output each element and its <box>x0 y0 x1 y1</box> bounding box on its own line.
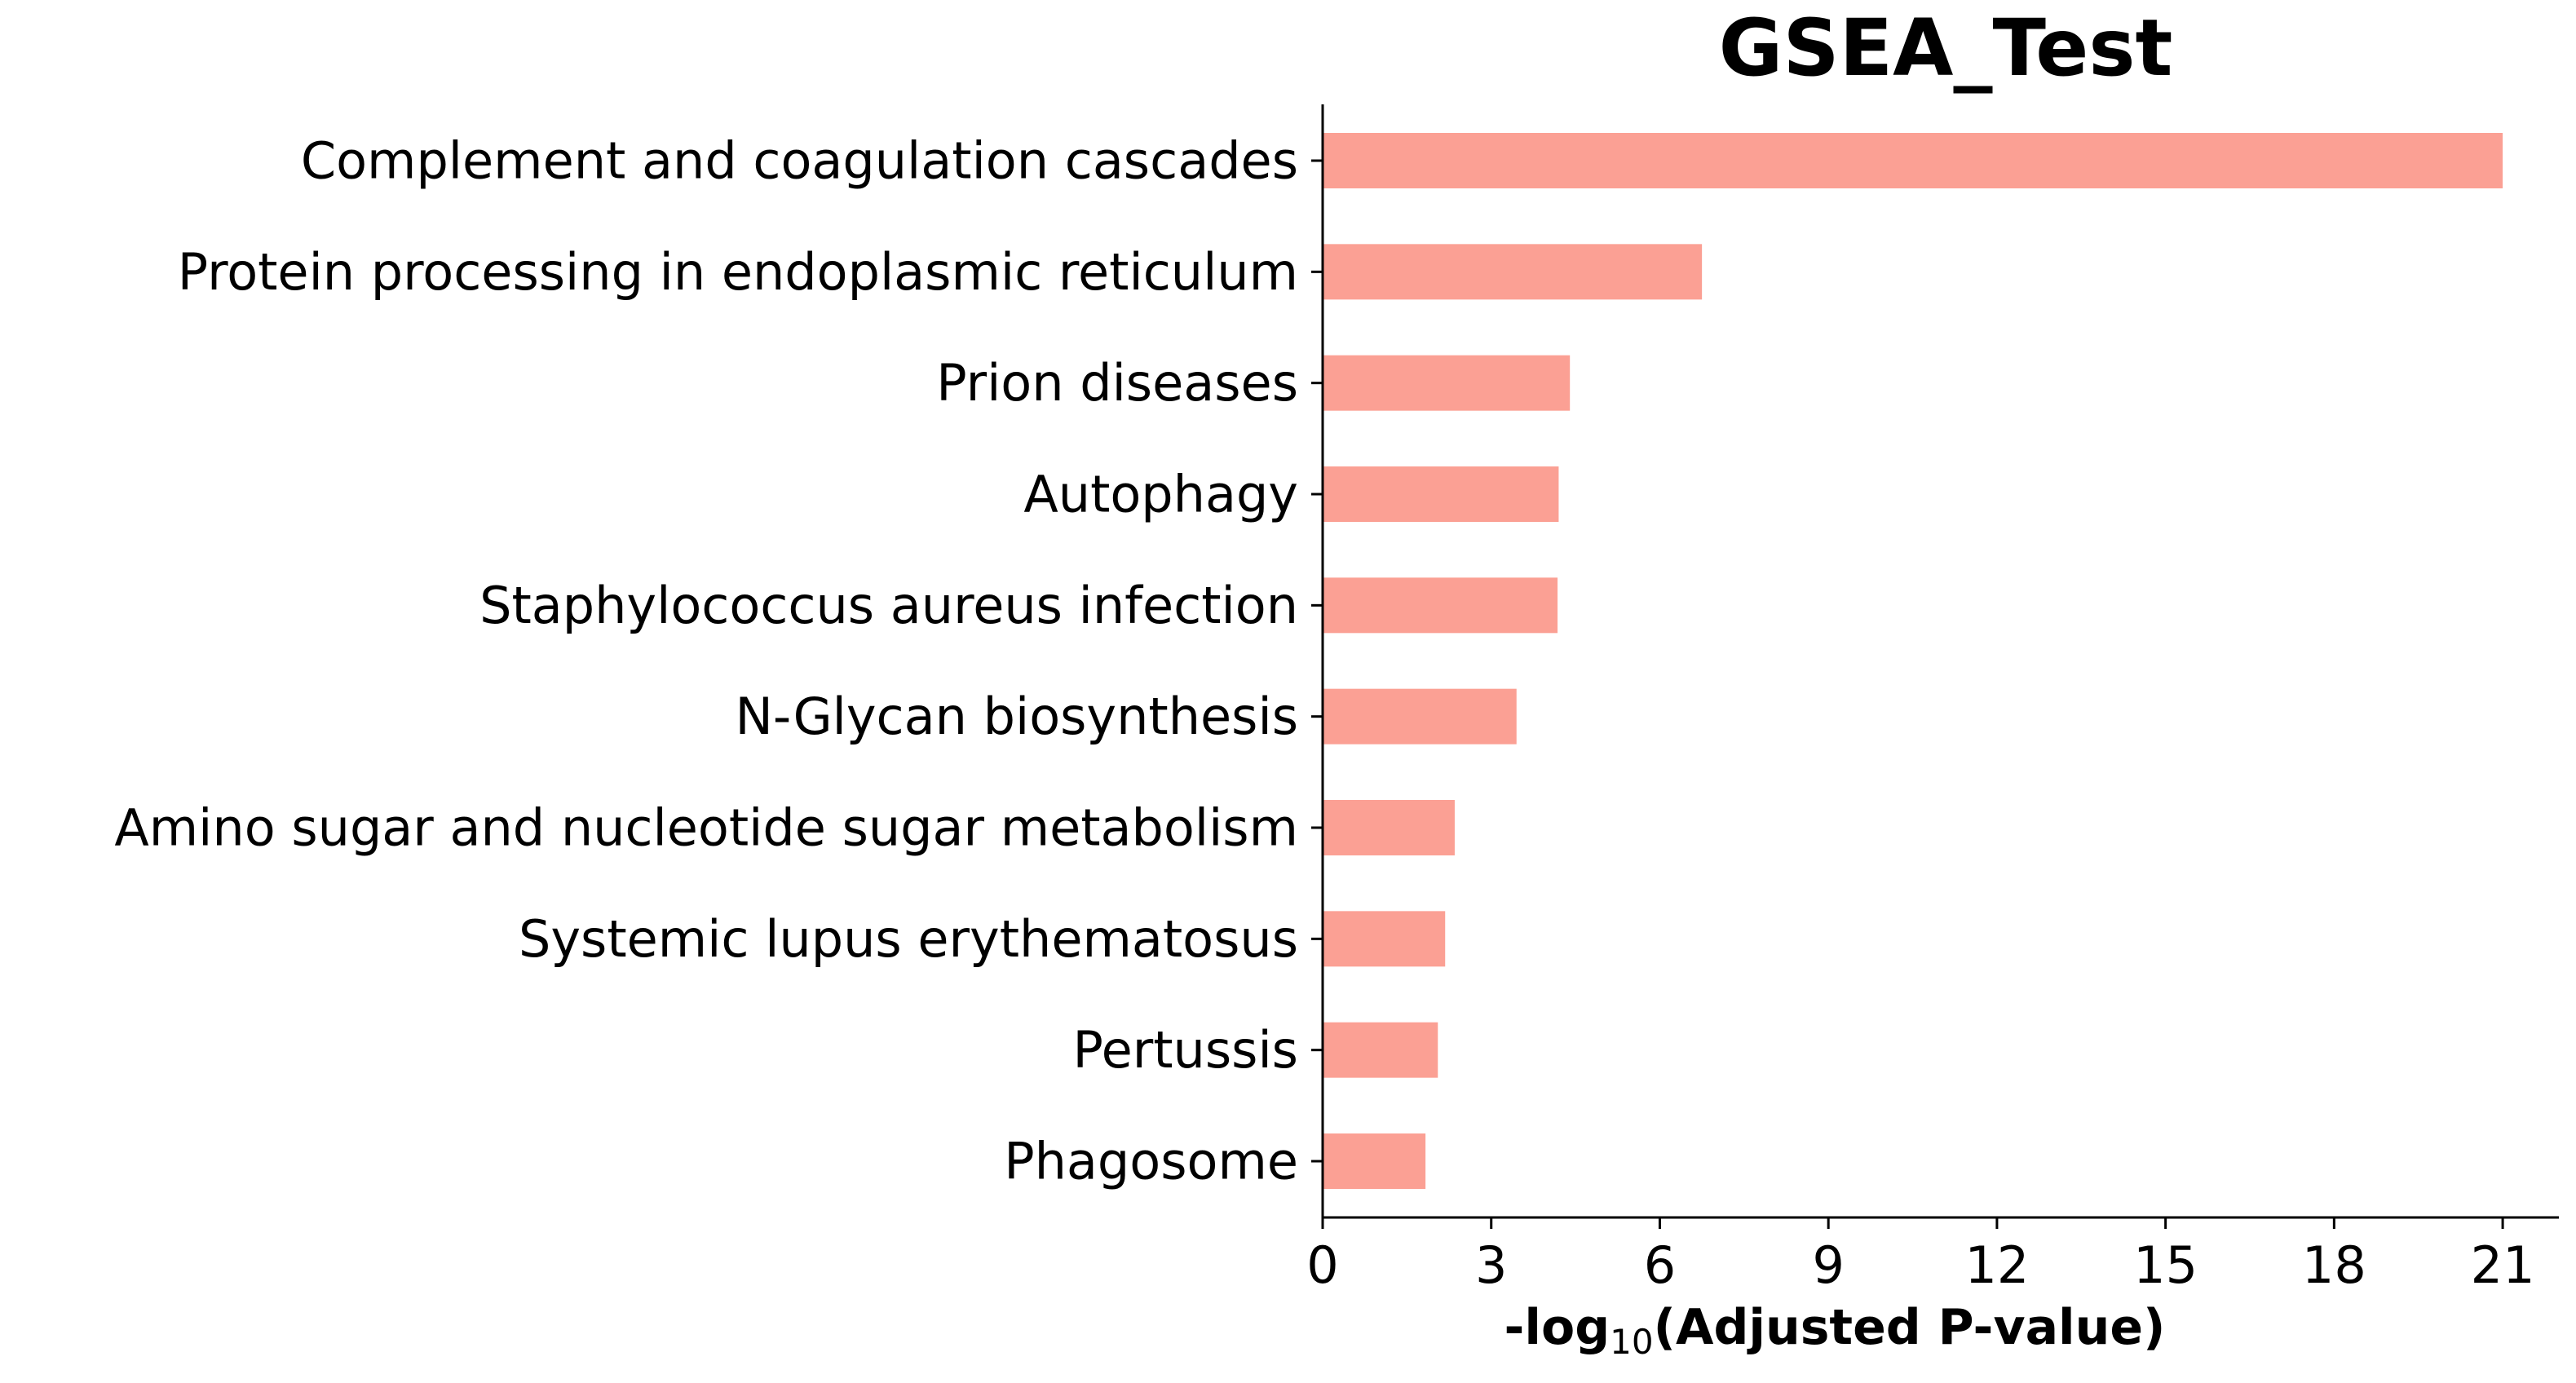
category-label: N-Glycan biosynthesis <box>736 687 1298 746</box>
x-tick-label: 21 <box>2471 1235 2535 1295</box>
bar <box>1323 1022 1438 1078</box>
bars-group <box>1323 133 2503 1189</box>
x-tick-label: 3 <box>1475 1235 1507 1295</box>
bar <box>1323 1133 1426 1189</box>
x-tick-label: 6 <box>1644 1235 1676 1295</box>
chart-title: GSEA_Test <box>1719 2 2173 94</box>
category-label: Amino sugar and nucleotide sugar metabol… <box>114 798 1298 858</box>
x-axis-label-main: -log <box>1505 1299 1611 1356</box>
x-tick-label: 18 <box>2302 1235 2366 1295</box>
bar <box>1323 244 1703 300</box>
x-tick-label: 0 <box>1306 1235 1338 1295</box>
bar <box>1323 911 1446 967</box>
bar <box>1323 133 2503 188</box>
bar <box>1323 466 1559 522</box>
category-label: Protein processing in endoplasmic reticu… <box>178 242 1298 302</box>
category-label: Systemic lupus erythematosus <box>519 909 1298 969</box>
bar <box>1323 800 1455 855</box>
bar <box>1323 688 1517 745</box>
x-tick-label: 12 <box>1964 1235 2029 1295</box>
category-label: Phagosome <box>1004 1132 1298 1191</box>
x-axis-ticks: 0 3 6 9 12 15 18 21 <box>1306 1217 2535 1295</box>
category-labels: Complement and coagulation cascades Prote… <box>114 131 1323 1191</box>
bar <box>1323 355 1571 411</box>
category-label: Prion diseases <box>936 353 1298 413</box>
x-tick-label: 9 <box>1812 1235 1844 1295</box>
x-axis-label: -log10(Adjusted P-value) <box>1505 1299 2166 1362</box>
x-tick-label: 15 <box>2133 1235 2198 1295</box>
category-label: Pertussis <box>1072 1020 1298 1080</box>
bar <box>1323 577 1558 634</box>
category-label: Complement and coagulation cascades <box>301 131 1298 191</box>
x-axis-label-tail: (Adjusted P-value) <box>1654 1299 2166 1356</box>
category-label: Staphylococcus aureus infection <box>479 576 1298 635</box>
x-axis-label-subscript: 10 <box>1610 1322 1653 1362</box>
category-label: Autophagy <box>1023 465 1298 524</box>
